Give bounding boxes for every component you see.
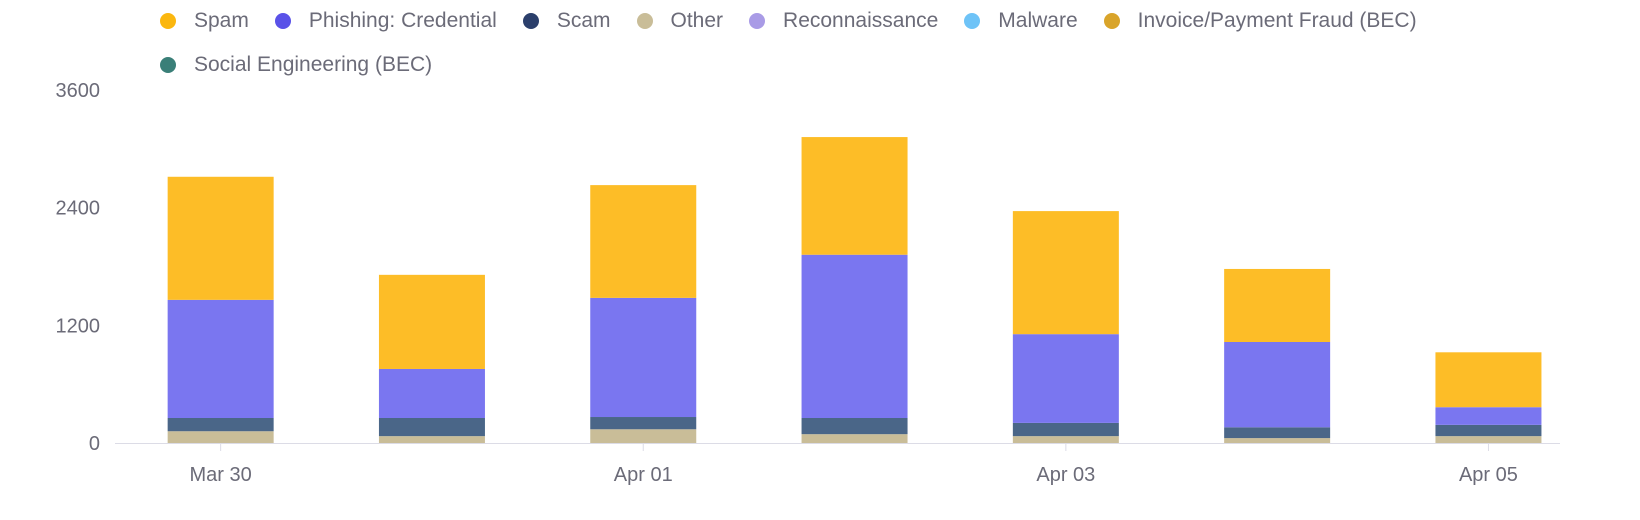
bar-segment-other[interactable]: [167, 431, 274, 443]
bar-segment-spam[interactable]: [167, 176, 274, 300]
bar-segment-spam[interactable]: [801, 137, 908, 255]
bar-segment-spam[interactable]: [1435, 352, 1542, 408]
y-tick-label: 2400: [56, 198, 101, 220]
bar-segment-scam[interactable]: [590, 417, 697, 430]
legend-dot-icon: [1103, 13, 1120, 29]
bar-segment-scam[interactable]: [801, 417, 908, 435]
y-tick-label: 0: [89, 433, 100, 455]
bar-segment-other[interactable]: [1012, 436, 1119, 443]
bar-segment-spam[interactable]: [1012, 211, 1119, 335]
y-tick-label: 3600: [56, 80, 101, 102]
bar-segment-other[interactable]: [1435, 436, 1542, 443]
bar-segment-phishing-credential[interactable]: [1012, 334, 1119, 423]
bar-segment-spam[interactable]: [378, 274, 485, 369]
legend-label: Social Engineering (BEC): [194, 53, 433, 76]
legend-label: Reconnaissance: [783, 9, 939, 32]
legend-item[interactable]: Scam: [522, 6, 611, 36]
bar-segment-scam[interactable]: [1224, 427, 1331, 439]
bar-segment-scam[interactable]: [1435, 424, 1542, 437]
legend-item[interactable]: Spam: [160, 6, 249, 36]
legend-item[interactable]: Phishing: Credential: [274, 6, 497, 36]
legend-dot-icon: [274, 13, 291, 29]
legend-item[interactable]: Reconnaissance: [749, 6, 938, 36]
bar-segment-phishing-credential[interactable]: [590, 297, 697, 418]
bar-segment-scam[interactable]: [167, 417, 274, 432]
bar-segment-scam[interactable]: [378, 417, 485, 437]
legend-dot-icon: [522, 13, 539, 29]
bar-segment-other[interactable]: [801, 434, 908, 443]
bar-segment-phishing-credential[interactable]: [1435, 407, 1542, 425]
bar-segment-other[interactable]: [378, 436, 485, 443]
legend-dot-icon: [749, 13, 766, 29]
legend-dot-icon: [160, 57, 176, 73]
bar-segment-scam[interactable]: [1012, 422, 1119, 437]
legend-dot-icon: [160, 13, 176, 29]
legend-item[interactable]: Social Engineering (BEC): [160, 50, 432, 80]
bar-segment-phishing-credential[interactable]: [378, 368, 485, 418]
legend-dot-icon: [964, 13, 981, 29]
bar-segment-other[interactable]: [590, 429, 697, 443]
legend-dot-icon: [636, 13, 653, 29]
legend-item[interactable]: Invoice/Payment Fraud (BEC): [1103, 6, 1417, 36]
legend-label: Phishing: Credential: [308, 9, 497, 32]
bar-segment-phishing-credential[interactable]: [1224, 342, 1331, 428]
bar-segment-spam[interactable]: [590, 185, 697, 298]
legend-label: Spam: [194, 9, 249, 32]
bar-segment-phishing-credential[interactable]: [167, 299, 274, 418]
x-tick-label: Apr 03: [1036, 464, 1095, 486]
y-tick-label: 1200: [56, 315, 101, 337]
x-tick-label: Apr 01: [614, 464, 673, 486]
bar-segment-other[interactable]: [1224, 438, 1331, 443]
legend-label: Malware: [998, 9, 1078, 32]
x-tick-label: Mar 30: [190, 464, 252, 486]
x-tick-label: Apr 05: [1459, 464, 1518, 486]
legend-label: Scam: [556, 9, 611, 32]
legend: Spam Phishing: Credential Scam Other Reconna…: [160, 6, 1520, 80]
legend-label: Invoice/Payment Fraud (BEC): [1137, 9, 1417, 32]
bar-segment-spam[interactable]: [1224, 268, 1331, 343]
legend-item[interactable]: Other: [636, 6, 724, 36]
bar-segment-phishing-credential[interactable]: [801, 254, 908, 418]
legend-item[interactable]: Malware: [964, 6, 1078, 36]
legend-label: Other: [670, 9, 724, 32]
